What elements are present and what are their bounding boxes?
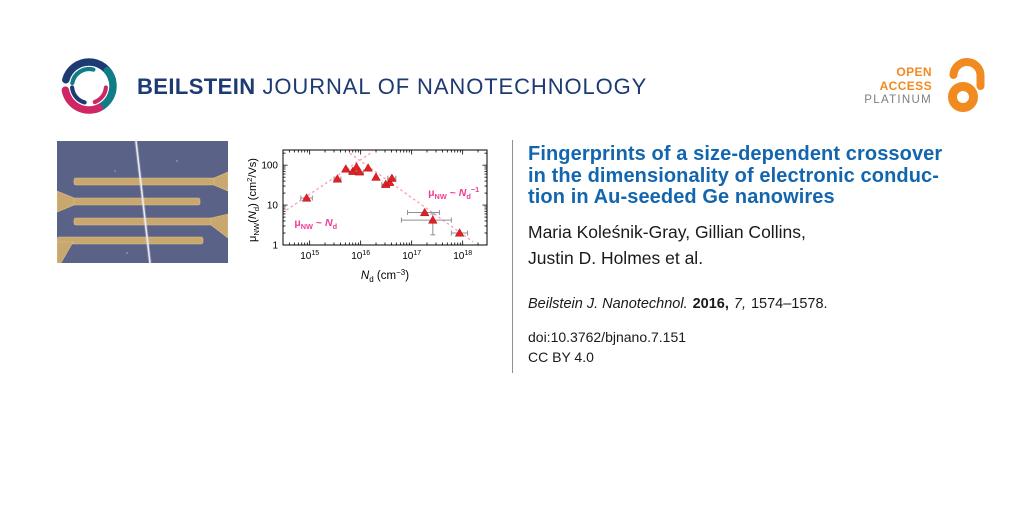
- open-access-badge: OPEN ACCESS PLATINUM: [836, 65, 932, 107]
- authors-line-1: Maria Koleśnik-Gray, Gillian Collins,: [528, 222, 806, 242]
- citation-journal: Beilstein J. Nanotechnol.: [528, 296, 688, 312]
- article-authors: Maria Koleśnik-Gray, Gillian Collins, Ju…: [528, 220, 1008, 271]
- citation: Beilstein J. Nanotechnol. 2016, 7, 1574–157…: [528, 296, 828, 312]
- beilstein-logo-swirl: [61, 58, 117, 114]
- svg-text:100: 100: [261, 161, 278, 172]
- citation-volume: 7,: [733, 296, 746, 312]
- svg-text:1016: 1016: [351, 250, 370, 262]
- license: CC BY 4.0: [528, 349, 594, 365]
- svg-text:1: 1: [272, 241, 278, 252]
- electrode-bars: [57, 171, 228, 263]
- svg-text:1015: 1015: [300, 250, 319, 262]
- title-line-2: in the dimensionality of electronic cond…: [528, 164, 940, 187]
- citation-pages: 1574–1578.: [750, 296, 828, 312]
- svg-text:10: 10: [267, 201, 279, 212]
- svg-text:1018: 1018: [453, 250, 472, 262]
- sem-nanowire-image: [57, 141, 228, 263]
- mobility-chart: 1015 1016 1017 1018 1 10 100 Nd (cm−3) μNW(Nd) (…: [245, 149, 488, 284]
- journal-name-rest: JOURNAL OF NANOTECHNOLOGY: [255, 74, 648, 99]
- open-access-line-access: ACCESS: [879, 79, 932, 93]
- citation-year: 2016,: [692, 296, 729, 312]
- title-line-1: Fingerprints of a size-dependent crossov…: [528, 143, 943, 165]
- svg-text:Nd (cm−3): Nd (cm−3): [361, 268, 409, 284]
- doi: doi:10.3762/bjnano.7.151: [528, 329, 687, 345]
- vertical-divider: [512, 140, 514, 373]
- journal-name-bold: BEILSTEIN: [137, 74, 256, 99]
- title-line-3: tion in Au-seeded Ge nanowires: [528, 186, 835, 208]
- beilstein-logo: [61, 58, 117, 114]
- sem-specks: [114, 160, 178, 254]
- open-access-lock-icon: [948, 58, 985, 112]
- svg-text:μNW(Nd) (cm2/Vs): μNW(Nd) (cm2/Vs): [245, 158, 261, 242]
- article-title: Fingerprints of a size-dependent crossov…: [528, 143, 1008, 209]
- authors-line-2: Justin D. Holmes et al.: [528, 247, 704, 268]
- open-access-line-platinum: PLATINUM: [864, 94, 932, 106]
- svg-text:1017: 1017: [402, 250, 421, 262]
- nanowire-line: [134, 141, 152, 263]
- journal-name: BEILSTEIN JOURNAL OF NANOTECHNOLOGY: [137, 74, 647, 100]
- svg-text:μNW ~ Nd: μNW ~ Nd: [294, 217, 337, 231]
- svg-text:μNW ~ Nd−1: μNW ~ Nd−1: [428, 185, 479, 201]
- open-access-line-open: OPEN: [896, 65, 932, 79]
